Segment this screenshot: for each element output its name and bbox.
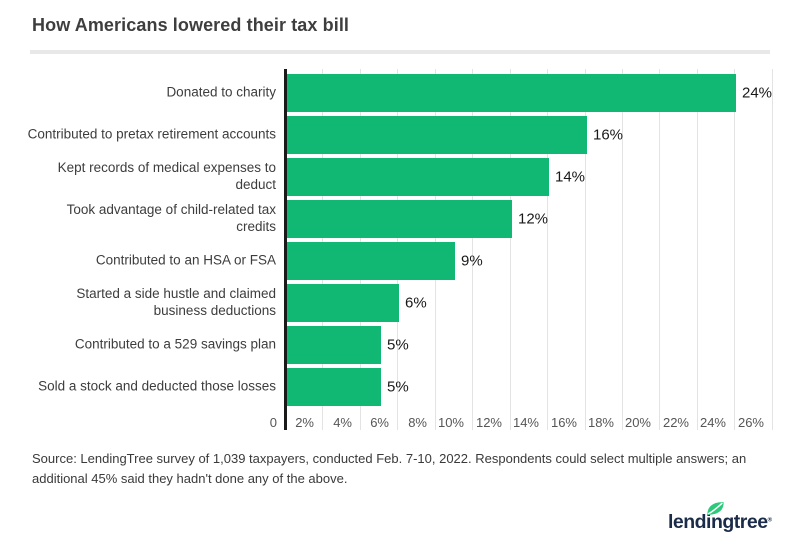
bar <box>287 284 399 322</box>
x-tick-label: 2% <box>295 415 314 430</box>
gridline <box>659 69 660 430</box>
bar <box>287 158 549 196</box>
x-tick-label: 24% <box>699 415 726 430</box>
bar-value-label: 5% <box>387 378 409 396</box>
registered-trademark-symbol: ® <box>767 517 772 524</box>
leaf-icon <box>707 502 724 515</box>
y-axis-line <box>284 69 287 430</box>
x-tick-label: 26% <box>737 415 764 430</box>
chart-title: How Americans lowered their tax bill <box>32 15 350 35</box>
bar-category-label: Kept records of medical expenses to dedu… <box>57 160 276 192</box>
title-divider <box>30 50 770 54</box>
x-tick-label: 20% <box>624 415 651 430</box>
bar-value-label: 6% <box>405 294 427 312</box>
bar-category-label: Contributed to a 529 savings plan <box>74 336 276 352</box>
bar-value-label: 16% <box>593 126 624 144</box>
bar <box>287 242 455 280</box>
gridline <box>510 69 511 430</box>
bar-category-label: Donated to charity <box>166 84 276 100</box>
x-tick-label: 4% <box>333 415 352 430</box>
bar-category-label: Took advantage of child-related tax cred… <box>66 202 276 234</box>
bar-category-label: Started a side hustle and claimed busine… <box>76 286 276 318</box>
x-tick-label: 8% <box>408 415 427 430</box>
x-tick-label: 18% <box>587 415 614 430</box>
bar <box>287 326 381 364</box>
source-note: Source: LendingTree survey of 1,039 taxp… <box>32 451 747 486</box>
gridline <box>772 69 773 430</box>
bar <box>287 368 381 406</box>
bar-value-label: 9% <box>461 252 483 270</box>
gridline <box>622 69 623 430</box>
bar-category-label: Sold a stock and deducted those losses <box>38 378 276 394</box>
x-tick-label: 16% <box>550 415 577 430</box>
x-tick-label: 6% <box>370 415 389 430</box>
gridline <box>585 69 586 430</box>
x-tick-label: 10% <box>437 415 464 430</box>
lendingtree-logo: lendingtree® <box>667 502 772 541</box>
bar <box>287 200 512 238</box>
bar-value-label: 5% <box>387 336 409 354</box>
gridline <box>472 69 473 430</box>
bar-category-label: Contributed to pretax retirement account… <box>27 126 276 142</box>
gridline <box>547 69 548 430</box>
x-tick-label: 12% <box>475 415 502 430</box>
bar-value-label: 14% <box>555 168 586 186</box>
bar <box>287 74 736 112</box>
gridline <box>734 69 735 430</box>
bar-value-label: 12% <box>518 210 549 228</box>
x-tick-label: 14% <box>512 415 539 430</box>
bar-category-label: Contributed to an HSA or FSA <box>95 252 276 268</box>
bar <box>287 116 587 154</box>
gridline <box>697 69 698 430</box>
x-tick-label: 0 <box>269 415 277 430</box>
x-tick-label: 22% <box>662 415 689 430</box>
lendingtree-logo-text: lendingtree <box>667 511 768 533</box>
bar-value-label: 24% <box>742 84 773 102</box>
